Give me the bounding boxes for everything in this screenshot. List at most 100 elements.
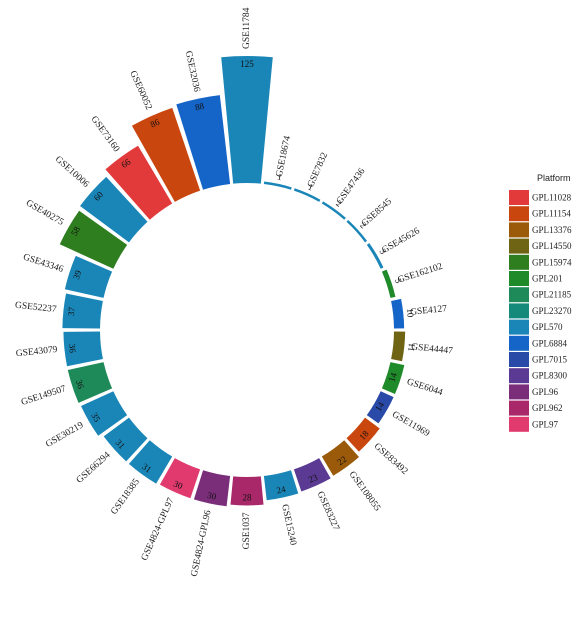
category-label-gse73160: GSE73160 xyxy=(89,114,122,154)
bar-gse43346 xyxy=(64,255,113,298)
value-label-gse4127: 10 xyxy=(405,308,416,318)
value-label-gse8545: 2 xyxy=(358,220,368,230)
legend-label-gpl21185: GPL21185 xyxy=(532,290,572,300)
bar-gse18385 xyxy=(128,440,173,484)
bar-gse40275 xyxy=(59,210,128,269)
category-label-gse7832: GSE7832 xyxy=(306,151,330,189)
legend-swatch-gpl11154 xyxy=(509,206,529,222)
bar-gse44447 xyxy=(391,331,406,362)
value-label-gse52237: 37 xyxy=(66,306,77,316)
category-label-gse83227: GSE83227 xyxy=(315,490,341,532)
bar-gse18674 xyxy=(263,181,292,190)
legend-title: Platform xyxy=(537,173,571,183)
legend-label-gpl8300: GPL8300 xyxy=(532,371,568,381)
value-label-gse6044: 14 xyxy=(387,371,399,383)
value-label-gse60052: 86 xyxy=(149,117,162,130)
bar-gse66294 xyxy=(103,417,148,462)
category-label-gse1037: GSE1037 xyxy=(242,512,252,549)
category-label-gse45626: GSE45626 xyxy=(381,226,422,256)
value-label-gse83227: 23 xyxy=(307,472,320,485)
value-label-gse44447: 11 xyxy=(406,342,417,352)
bar-gse73160 xyxy=(105,145,173,220)
category-label-gse15240: GSE15240 xyxy=(279,503,298,546)
bar-gse149507 xyxy=(67,362,113,403)
category-label-gse11969: GSE11969 xyxy=(390,410,431,439)
legend-swatch-gpl6884 xyxy=(509,335,529,351)
legend-swatch-gpl13376 xyxy=(509,222,529,238)
legend-label-gpl13376: GPL13376 xyxy=(532,225,572,235)
value-label-gse11784: 125 xyxy=(240,59,254,69)
legend: Platform GPL11028 GPL11154 GPL13376 GPL1455… xyxy=(509,173,572,432)
value-label-gse4824-gpl97: 30 xyxy=(172,478,185,491)
value-label-gse7832: 1 xyxy=(307,182,315,193)
bar-gse11784 xyxy=(221,56,273,184)
bar-gse32036 xyxy=(176,95,231,190)
value-label-gse43346: 39 xyxy=(71,269,83,281)
category-label-gse43079: GSE43079 xyxy=(15,345,58,359)
category-label-gse18385: GSE18385 xyxy=(109,477,142,517)
value-label-gse43079: 36 xyxy=(67,343,78,353)
legend-label-gpl7015: GPL7015 xyxy=(532,355,568,365)
bars-group xyxy=(59,56,406,507)
bar-gse1037 xyxy=(230,476,264,506)
bar-gse4824-gpl97 xyxy=(159,458,201,499)
bar-gse83492 xyxy=(346,417,380,452)
legend-swatch-gpl8300 xyxy=(509,368,529,384)
legend-label-gpl570: GPL570 xyxy=(532,322,563,332)
legend-swatch-gpl96 xyxy=(509,384,529,400)
bar-gse10006 xyxy=(80,176,148,243)
bar-gse6044 xyxy=(381,362,405,395)
legend-swatch-gpl570 xyxy=(509,319,529,335)
category-label-gse47436: GSE47436 xyxy=(335,167,368,207)
legend-label-gpl23270: GPL23270 xyxy=(532,306,572,316)
value-label-gse1037: 28 xyxy=(243,492,253,502)
category-label-gse66294: GSE66294 xyxy=(75,450,113,485)
category-label-gse149507: GSE149507 xyxy=(20,384,68,408)
category-label-gse40275: GSE40275 xyxy=(24,198,65,228)
category-label-gse8545: GSE8545 xyxy=(360,197,394,229)
bar-gse47436 xyxy=(321,201,346,220)
bar-gse30219 xyxy=(81,391,128,436)
category-label-gse32036: GSE32036 xyxy=(183,50,202,93)
value-label-gse18674: 1 xyxy=(276,172,282,183)
legend-swatch-gpl15974 xyxy=(509,254,529,270)
category-label-gse44447: GSE44447 xyxy=(411,342,454,356)
bar-gse162102 xyxy=(381,269,396,298)
legend-swatch-gpl11028 xyxy=(509,190,529,205)
value-label-gse45626: 3 xyxy=(378,247,389,256)
value-label-gse162102: 5 xyxy=(393,277,404,285)
legend-swatch-gpl14550 xyxy=(509,238,529,254)
category-label-gse30219: GSE30219 xyxy=(44,420,85,450)
legend-label-gpl97: GPL97 xyxy=(532,419,559,429)
bar-gse15240 xyxy=(263,470,299,501)
category-label-gse83492: GSE83492 xyxy=(372,442,410,477)
legend-swatch-gpl23270 xyxy=(509,303,529,319)
bar-gse43079 xyxy=(63,331,103,367)
category-label-gse4824-gpl97: GSE4824-GPL97 xyxy=(140,496,177,562)
category-label-gse52237: GSE52237 xyxy=(14,301,57,315)
legend-swatch-gpl201 xyxy=(509,271,529,286)
bar-gse83227 xyxy=(293,458,331,492)
bar-gse52237 xyxy=(62,293,103,329)
category-label-gse4127: GSE4127 xyxy=(410,304,448,318)
legend-swatch-gpl97 xyxy=(509,416,529,432)
bar-gse8545 xyxy=(346,219,368,243)
bar-gse60052 xyxy=(131,107,201,202)
category-label-gse6044: GSE6044 xyxy=(405,377,443,398)
value-label-gse149507: 36 xyxy=(74,378,86,390)
legend-label-gpl962: GPL962 xyxy=(532,403,563,413)
legend-label-gpl11154: GPL11154 xyxy=(532,209,571,219)
value-label-gse15240: 24 xyxy=(276,484,287,496)
category-label-gse4824-gpl96: GSE4824-GPL96 xyxy=(190,509,214,577)
legend-label-gpl201: GPL201 xyxy=(532,274,563,284)
bar-gse45626 xyxy=(366,243,384,269)
bar-gse7832 xyxy=(293,188,321,202)
legend-label-gpl15974: GPL15974 xyxy=(532,257,572,267)
bar-gse4824-gpl96 xyxy=(193,470,231,507)
legend-swatch-gpl962 xyxy=(509,400,529,416)
category-label-gse162102: GSE162102 xyxy=(397,262,445,286)
category-label-gse11784: GSE11784 xyxy=(242,7,252,49)
bar-gse11969 xyxy=(366,391,394,424)
category-label-gse18674: GSE18674 xyxy=(275,135,294,178)
